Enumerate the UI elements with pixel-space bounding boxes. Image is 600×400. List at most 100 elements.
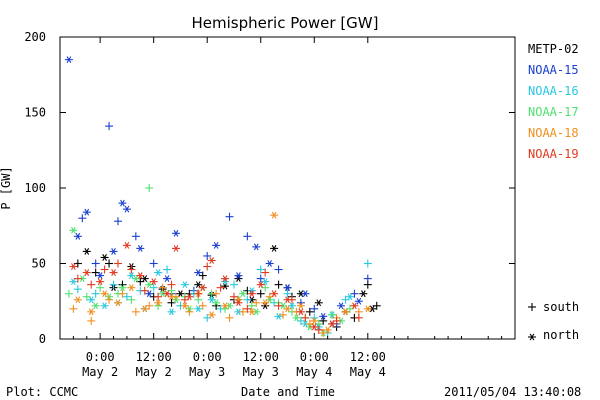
noaa-17-north-point bbox=[91, 302, 100, 310]
noaa-16-north-point bbox=[154, 269, 163, 276]
metp-02-south-point bbox=[274, 280, 283, 289]
noaa-19-south-point bbox=[73, 274, 82, 283]
noaa-19-north-point bbox=[283, 296, 292, 304]
noaa-15-north-point bbox=[82, 208, 91, 216]
metp-02-south-point bbox=[305, 307, 314, 316]
noaa-16-south-point bbox=[91, 289, 100, 298]
noaa-18-north-point bbox=[323, 326, 332, 334]
noaa-16-north-point bbox=[87, 296, 96, 304]
x-tick-time-label: 0:00 bbox=[86, 350, 115, 364]
noaa-16-north-point bbox=[247, 287, 256, 295]
noaa-15-south-point bbox=[105, 122, 114, 131]
noaa-19-south-point bbox=[229, 292, 238, 301]
noaa-16-north-point bbox=[194, 305, 203, 313]
noaa-17-south-point bbox=[96, 283, 105, 292]
noaa-15-south-point bbox=[203, 251, 212, 260]
noaa-16-south-point bbox=[363, 259, 372, 268]
noaa-19-north-point bbox=[198, 284, 207, 292]
noaa-18-north-point bbox=[100, 290, 109, 298]
noaa-16-south-point bbox=[283, 289, 292, 298]
noaa-15-north-point bbox=[118, 199, 127, 207]
noaa-16-south-point bbox=[163, 265, 172, 274]
noaa-19-north-point bbox=[247, 290, 256, 298]
y-axis: 0 50 100 150 200 bbox=[24, 30, 515, 346]
noaa-19-north-point bbox=[256, 281, 265, 289]
noaa-18-south-point bbox=[279, 310, 288, 319]
y-axis-label: P [GW] bbox=[0, 166, 13, 209]
noaa-18-south-point bbox=[158, 283, 167, 292]
noaa-16-north-point bbox=[345, 293, 354, 301]
noaa-15-north-point bbox=[163, 275, 172, 283]
noaa-18-north-point bbox=[87, 308, 96, 316]
noaa-18-north-point bbox=[234, 296, 243, 304]
noaa-17-north-point bbox=[69, 226, 78, 234]
noaa-17-north-point bbox=[238, 290, 247, 298]
noaa-15-south-point bbox=[243, 232, 252, 241]
noaa-18-south-point bbox=[69, 304, 78, 313]
noaa-16-south-point bbox=[109, 280, 118, 289]
noaa-19-south-point bbox=[301, 313, 310, 322]
x-axis-label: Date and Time bbox=[241, 385, 335, 399]
noaa-15-north-point bbox=[234, 272, 243, 279]
metp-02-north-point bbox=[359, 290, 368, 298]
noaa-15-north-point bbox=[136, 244, 145, 252]
legend-entry-noaa-19: NOAA-19 bbox=[528, 147, 579, 161]
noaa-17-south-point bbox=[82, 292, 91, 301]
noaa-18-north-point bbox=[207, 311, 216, 319]
legend: METP-02 NOAA-15 NOAA-16 NOAA-17 NOAA-18 NOAA-… bbox=[528, 42, 579, 161]
noaa-15-north-point bbox=[337, 302, 346, 310]
data-marks bbox=[64, 56, 381, 337]
noaa-16-south-point bbox=[73, 285, 82, 294]
noaa-18-south-point bbox=[118, 289, 127, 298]
noaa-15-north-point bbox=[73, 232, 82, 240]
noaa-15-north-point bbox=[283, 284, 292, 292]
noaa-18-south-point bbox=[87, 316, 96, 325]
noaa-15-north-point bbox=[64, 56, 73, 64]
noaa-17-south-point bbox=[127, 295, 136, 304]
marker-legend-plus-icon bbox=[528, 303, 536, 311]
plot-source: Plot: CCMC bbox=[6, 385, 78, 399]
y-tick-label: 200 bbox=[24, 30, 46, 44]
noaa-18-north-point bbox=[127, 284, 136, 292]
noaa-15-north-point bbox=[145, 290, 154, 298]
noaa-15-south-point bbox=[131, 232, 140, 241]
noaa-19-north-point bbox=[207, 257, 216, 264]
x-tick-time-label: 0:00 bbox=[193, 350, 222, 364]
noaa-19-south-point bbox=[354, 313, 363, 322]
metp-02-north-point bbox=[261, 302, 270, 310]
noaa-18-north-point bbox=[296, 302, 305, 310]
noaa-18-south-point bbox=[212, 289, 221, 298]
noaa-18-north-point bbox=[113, 299, 122, 307]
x-tick-date-label: May 3 bbox=[189, 365, 225, 379]
noaa-19-south-point bbox=[167, 280, 176, 289]
noaa-19-south-point bbox=[100, 265, 109, 274]
noaa-15-north-point bbox=[122, 205, 131, 213]
noaa-15-north-point bbox=[354, 297, 363, 305]
noaa-17-south-point bbox=[247, 301, 256, 310]
noaa-19-north-point bbox=[350, 302, 359, 310]
noaa-19-south-point bbox=[127, 265, 136, 274]
noaa-18-south-point bbox=[131, 307, 140, 316]
x-tick-date-label: May 2 bbox=[136, 365, 172, 379]
noaa-18-north-point bbox=[363, 305, 372, 313]
noaa-18-north-point bbox=[247, 308, 256, 316]
noaa-19-north-point bbox=[82, 269, 91, 276]
metp-02-north-point bbox=[314, 299, 323, 307]
noaa-19-north-point bbox=[96, 278, 105, 286]
noaa-18-north-point bbox=[221, 302, 230, 310]
noaa-18-south-point bbox=[185, 307, 194, 316]
x-tick-time-label: 12:00 bbox=[243, 350, 279, 364]
noaa-16-north-point bbox=[221, 278, 230, 286]
noaa-19-south-point bbox=[154, 292, 163, 301]
x-tick-date-label: May 2 bbox=[82, 365, 118, 379]
noaa-18-north-point bbox=[261, 299, 270, 307]
chart-title: Hemispheric Power [GW] bbox=[192, 14, 379, 32]
marker-legend-star-icon bbox=[528, 333, 536, 341]
metp-02-north-point bbox=[82, 248, 91, 255]
noaa-16-north-point bbox=[274, 312, 283, 320]
noaa-18-north-point bbox=[283, 305, 292, 313]
noaa-18-north-point bbox=[180, 302, 189, 310]
noaa-18-south-point bbox=[225, 313, 234, 322]
noaa-19-north-point bbox=[270, 290, 279, 298]
